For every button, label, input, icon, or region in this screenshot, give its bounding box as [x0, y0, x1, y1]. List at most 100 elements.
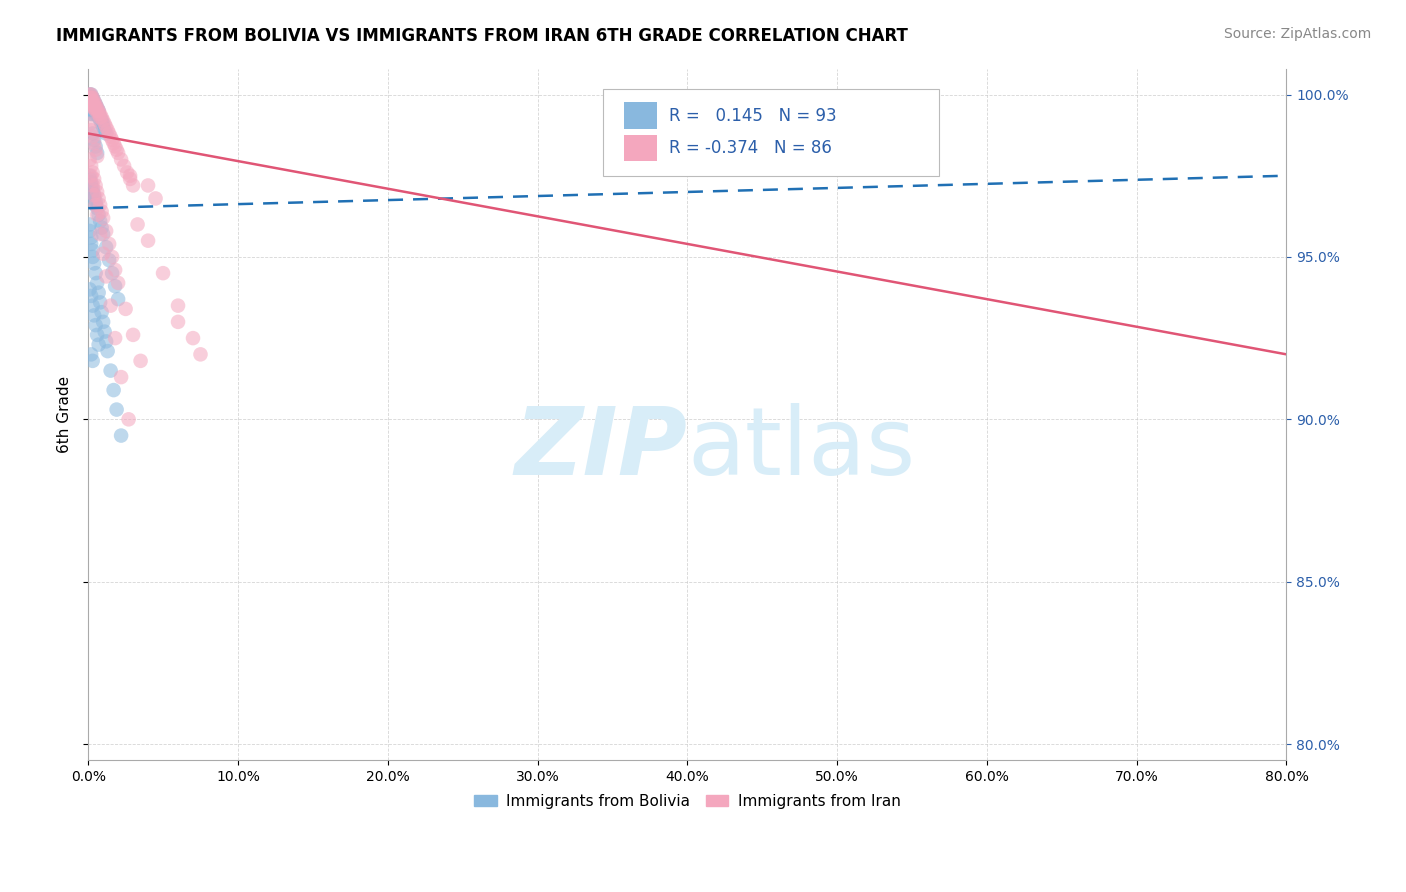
Point — [104, 139, 127, 153]
Bar — [624, 103, 658, 128]
Point — [86, 145, 108, 160]
Point — [80, 87, 103, 102]
Point — [107, 292, 129, 306]
Point — [79, 91, 101, 105]
Point — [79, 117, 101, 131]
Point — [86, 103, 108, 118]
Point — [90, 220, 112, 235]
Point — [84, 97, 107, 112]
Point — [90, 113, 112, 128]
Point — [127, 218, 149, 232]
Point — [100, 363, 122, 377]
Point — [83, 256, 105, 270]
Point — [82, 94, 104, 108]
Point — [181, 331, 204, 345]
Point — [145, 191, 167, 205]
Point — [94, 120, 117, 134]
Point — [93, 117, 115, 131]
Point — [83, 136, 105, 151]
Point — [84, 101, 107, 115]
Point — [84, 103, 107, 118]
Point — [87, 110, 110, 124]
Point — [79, 218, 101, 232]
Point — [82, 101, 104, 115]
Point — [82, 182, 104, 196]
Point — [100, 299, 122, 313]
Point — [89, 110, 111, 124]
Point — [90, 305, 112, 319]
Point — [84, 194, 107, 209]
Point — [82, 94, 104, 108]
Point — [152, 266, 174, 280]
Point — [105, 143, 128, 157]
Point — [101, 133, 124, 147]
Point — [89, 198, 111, 212]
Point — [82, 250, 104, 264]
Point — [89, 110, 111, 124]
Point — [84, 198, 107, 212]
Point — [87, 285, 110, 300]
Point — [83, 133, 105, 147]
Text: Source: ZipAtlas.com: Source: ZipAtlas.com — [1223, 27, 1371, 41]
Point — [80, 94, 103, 108]
Point — [83, 103, 105, 118]
Point — [82, 91, 104, 105]
Point — [82, 97, 104, 112]
Point — [86, 201, 108, 215]
Point — [86, 327, 108, 342]
Point — [129, 354, 152, 368]
Point — [91, 120, 114, 134]
Point — [80, 91, 103, 105]
Point — [79, 97, 101, 112]
Point — [82, 127, 104, 141]
Point — [84, 101, 107, 115]
Point — [83, 97, 105, 112]
Point — [89, 107, 111, 121]
Point — [87, 191, 110, 205]
Point — [120, 172, 142, 186]
Point — [87, 107, 110, 121]
Point — [167, 299, 190, 313]
Point — [86, 149, 108, 163]
Point — [82, 165, 104, 179]
Point — [83, 172, 105, 186]
Point — [103, 136, 125, 151]
Point — [90, 110, 112, 124]
Y-axis label: 6th Grade: 6th Grade — [58, 376, 72, 453]
Point — [136, 234, 159, 248]
Point — [79, 101, 101, 115]
Point — [94, 334, 117, 349]
Point — [84, 107, 107, 121]
Point — [80, 91, 103, 105]
Point — [84, 266, 107, 280]
Point — [80, 347, 103, 361]
FancyBboxPatch shape — [603, 89, 939, 176]
Point — [79, 169, 101, 183]
Point — [80, 178, 103, 193]
Point — [91, 117, 114, 131]
Point — [90, 204, 112, 219]
Point — [100, 129, 122, 144]
Point — [91, 246, 114, 260]
Point — [94, 224, 117, 238]
Point — [114, 301, 136, 316]
Point — [79, 224, 101, 238]
Point — [80, 123, 103, 137]
Point — [86, 185, 108, 199]
Point — [82, 244, 104, 258]
Point — [84, 103, 107, 118]
Point — [101, 250, 124, 264]
Point — [105, 402, 128, 417]
Point — [91, 113, 114, 128]
Point — [82, 129, 104, 144]
Point — [79, 172, 101, 186]
Point — [86, 276, 108, 290]
Point — [84, 318, 107, 332]
Text: R = -0.374   N = 86: R = -0.374 N = 86 — [669, 139, 832, 157]
Point — [122, 178, 145, 193]
Point — [101, 266, 124, 280]
Point — [83, 191, 105, 205]
Point — [115, 165, 138, 179]
Point — [83, 309, 105, 323]
Point — [91, 315, 114, 329]
